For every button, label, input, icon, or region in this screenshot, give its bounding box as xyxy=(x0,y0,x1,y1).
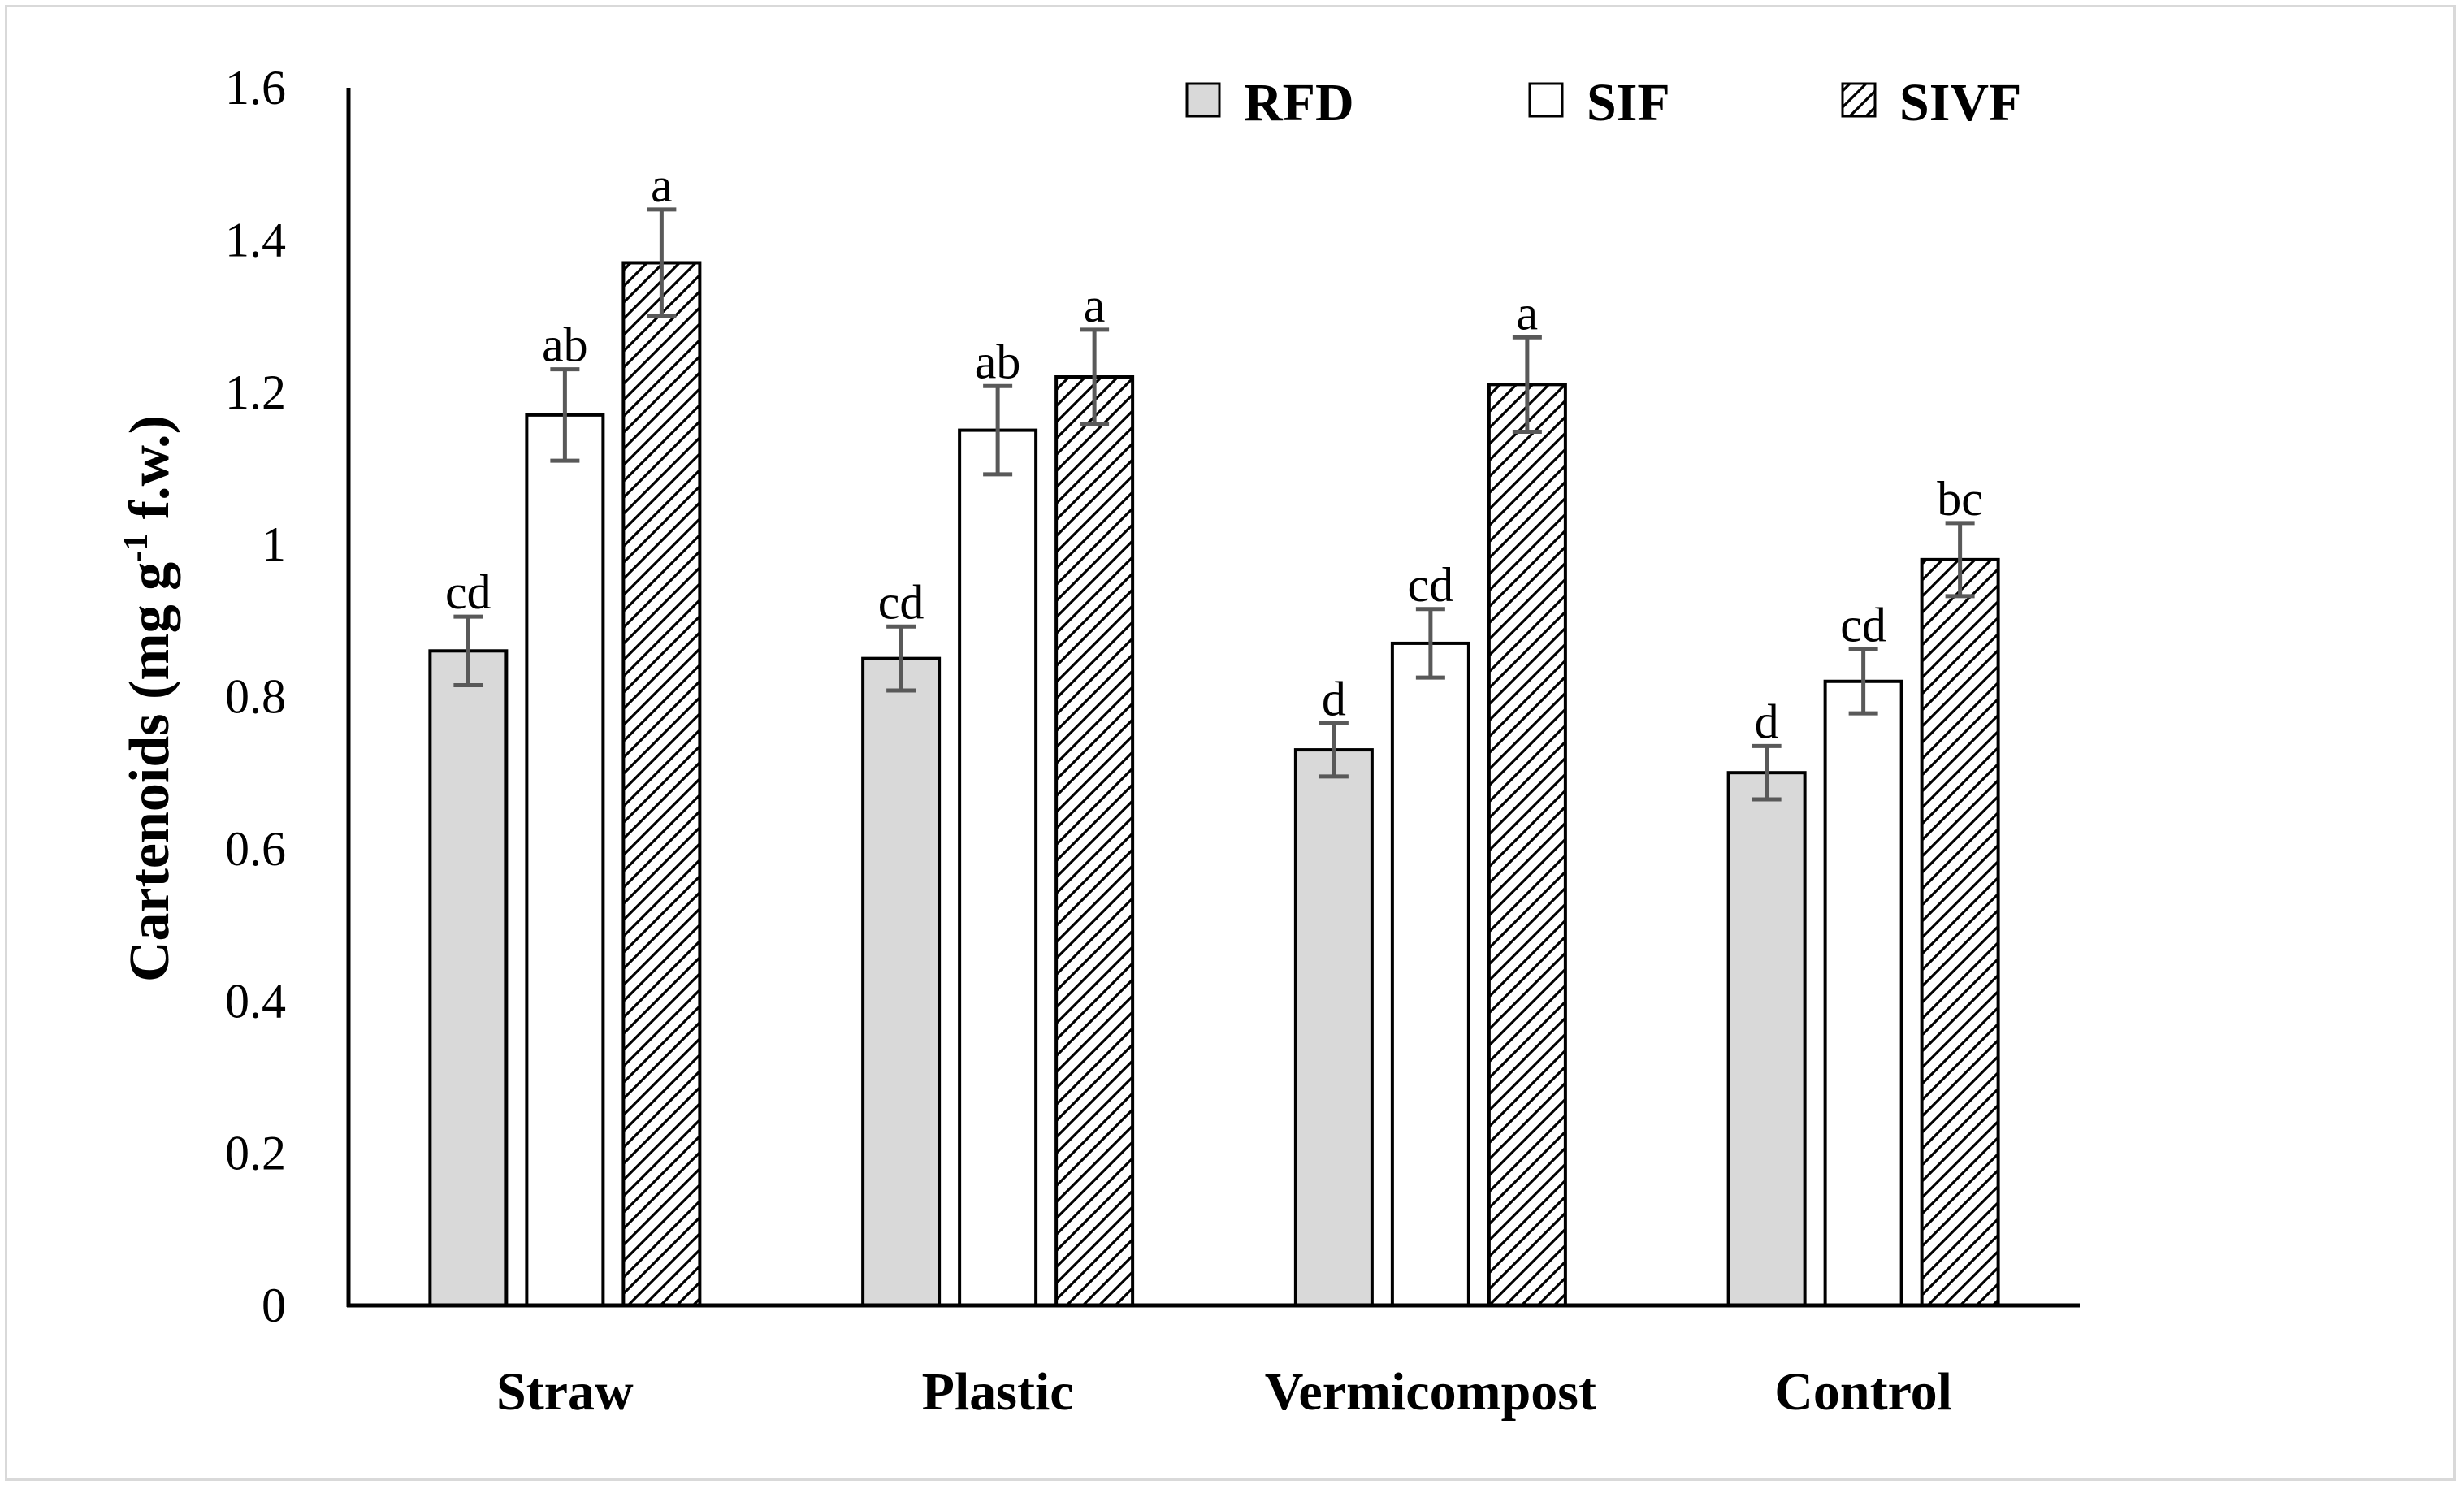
x-category-label: Vermicompost xyxy=(1265,1362,1596,1422)
significance-label: bc xyxy=(1937,472,1983,526)
significance-label: a xyxy=(1517,286,1539,340)
error-bar xyxy=(550,367,580,463)
bar-rfd-control xyxy=(1726,771,1807,1307)
bar-rfd-vermicompost xyxy=(1293,748,1374,1307)
bar-sif-plastic xyxy=(958,428,1038,1307)
error-bar xyxy=(647,207,677,318)
significance-label: cd xyxy=(445,565,492,619)
legend-label-rfd: RFD xyxy=(1244,73,1354,132)
y-tick-label: 0.4 xyxy=(225,974,286,1028)
y-tick-label: 1.2 xyxy=(225,366,286,419)
bar-rfd-plastic xyxy=(861,656,942,1307)
error-bars xyxy=(453,207,1975,802)
error-bar xyxy=(886,624,916,693)
y-tick-label: 1 xyxy=(262,517,286,571)
y-axis-ticks: 0 0.2 0.4 0.6 0.8 1 1.2 1.4 1.6 xyxy=(225,61,286,1332)
bar-sivf-control xyxy=(1920,557,2000,1307)
bars xyxy=(428,261,2000,1308)
bar-sivf-straw xyxy=(621,261,702,1308)
error-bar xyxy=(1512,335,1542,434)
bar-sif-straw xyxy=(525,413,605,1308)
error-bar xyxy=(1848,647,1878,716)
y-tick-label: 0.6 xyxy=(225,822,286,876)
error-bar xyxy=(983,383,1013,477)
legend: RFD SIF SIVF xyxy=(1185,73,2021,132)
x-category-label: Control xyxy=(1774,1362,1952,1422)
significance-label: cd xyxy=(1840,598,1886,651)
significance-label: ab xyxy=(542,318,588,372)
legend-swatch-sif xyxy=(1528,82,1564,118)
bar-sif-control xyxy=(1823,679,1903,1307)
error-bar xyxy=(1945,521,1975,599)
significance-label: ab xyxy=(975,335,1021,388)
y-axis-title: Cartenoids (mg g-1 f.w.) xyxy=(118,415,181,982)
significance-label: cd xyxy=(878,575,925,629)
legend-label-sif: SIF xyxy=(1587,73,1670,132)
y-tick-label: 0 xyxy=(262,1279,286,1332)
significance-label: d xyxy=(1322,672,1346,725)
x-axis-categories: Straw Plastic Vermicompost Control xyxy=(496,1362,1952,1422)
significance-label: d xyxy=(1755,695,1779,748)
bar-rfd-straw xyxy=(428,649,509,1307)
error-bar xyxy=(1080,327,1110,426)
error-bar xyxy=(1319,721,1349,779)
significance-labels: cd ab a cd ab a d cd a d cd bc xyxy=(445,158,1983,748)
legend-label-sivf: SIVF xyxy=(1899,73,2021,132)
x-category-label: Plastic xyxy=(922,1362,1074,1422)
bar-sivf-plastic xyxy=(1054,375,1135,1308)
axes xyxy=(346,88,2080,1308)
error-bar xyxy=(1415,607,1445,680)
y-tick-label: 1.6 xyxy=(225,61,286,115)
x-category-label: Straw xyxy=(496,1362,634,1422)
significance-label: cd xyxy=(1408,558,1454,612)
significance-label: a xyxy=(1084,279,1106,332)
error-bar xyxy=(453,614,483,687)
bar-sivf-vermicompost xyxy=(1487,383,1567,1308)
legend-swatch-sivf xyxy=(1841,82,1877,118)
chart-frame xyxy=(5,5,2456,1481)
y-tick-label: 0.8 xyxy=(225,670,286,724)
error-bar xyxy=(1752,743,1782,802)
y-tick-label: 0.2 xyxy=(225,1127,286,1180)
significance-label: a xyxy=(651,158,673,212)
legend-swatch-rfd xyxy=(1185,82,1221,118)
bar-sif-vermicompost xyxy=(1390,641,1470,1307)
y-tick-label: 1.4 xyxy=(225,213,286,266)
